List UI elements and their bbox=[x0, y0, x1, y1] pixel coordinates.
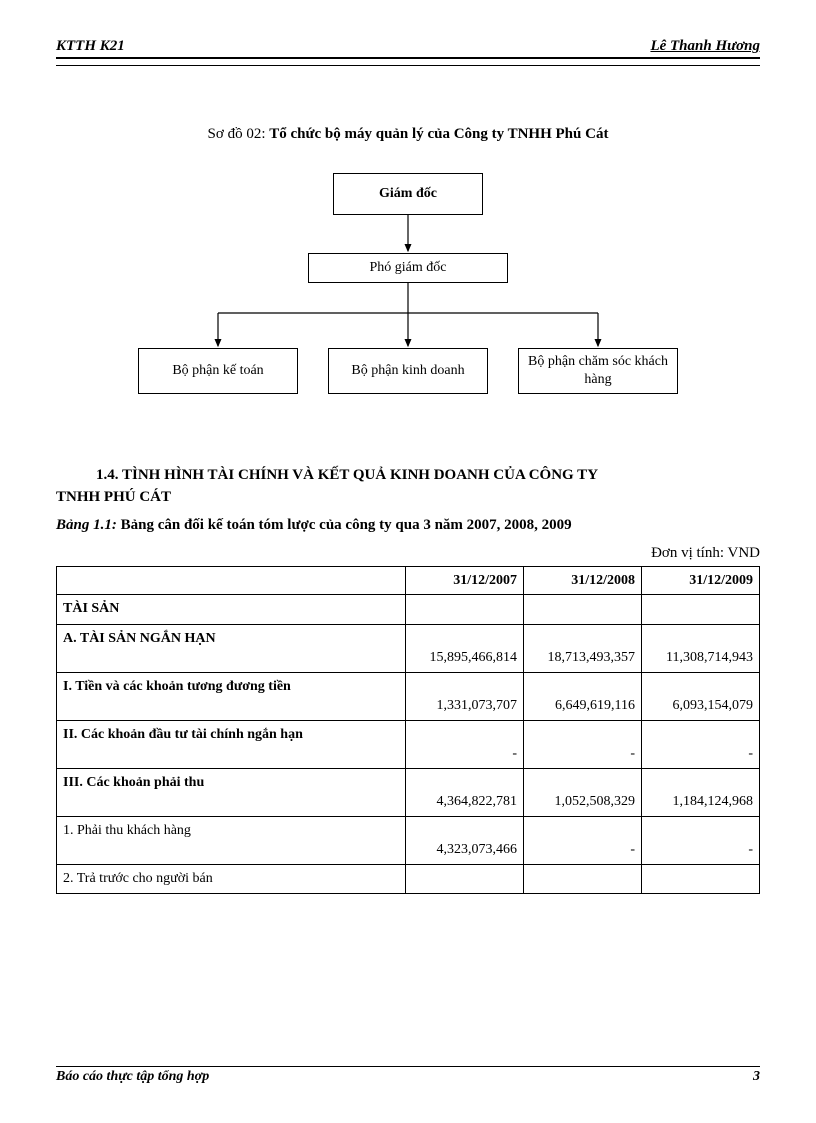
row-value: - bbox=[642, 817, 760, 865]
table-row: 1. Phải thu khách hàng4,323,073,466-- bbox=[57, 817, 760, 865]
row-value: 15,895,466,814 bbox=[406, 625, 524, 673]
section-heading-line1: 1.4. TÌNH HÌNH TÀI CHÍNH VÀ KẾT QUẢ KINH… bbox=[56, 463, 760, 487]
node-accounting-dept-label: Bộ phận kế toán bbox=[172, 362, 263, 380]
node-customer-care-dept: Bộ phận chăm sóc khách hàng bbox=[518, 348, 678, 394]
table-caption-rest: Bảng cân đối kế toán tóm lược của công t… bbox=[117, 517, 572, 533]
row-value: 6,093,154,079 bbox=[642, 673, 760, 721]
section-heading-line2: TNHH PHÚ CÁT bbox=[56, 489, 760, 506]
row-value: 4,364,822,781 bbox=[406, 769, 524, 817]
diagram-title-prefix: Sơ đồ 02: bbox=[208, 126, 270, 142]
row-label: 2. Trả trước cho người bán bbox=[57, 865, 406, 894]
row-value: - bbox=[524, 817, 642, 865]
row-label: II. Các khoản đầu tư tài chính ngắn hạn bbox=[57, 721, 406, 769]
row-value: - bbox=[406, 721, 524, 769]
table-row: A. TÀI SẢN NGẮN HẠN15,895,466,81418,713,… bbox=[57, 625, 760, 673]
row-value: - bbox=[642, 721, 760, 769]
table-row: I. Tiền và các khoản tương đương tiền1,3… bbox=[57, 673, 760, 721]
unit-label: Đơn vị tính: VND bbox=[56, 545, 760, 562]
balance-table: 31/12/2007 31/12/2008 31/12/2009 TÀI SẢN… bbox=[56, 566, 760, 894]
col-header-2009: 31/12/2009 bbox=[642, 567, 760, 595]
header-rule bbox=[56, 65, 760, 66]
col-header-2007: 31/12/2007 bbox=[406, 567, 524, 595]
footer-rule bbox=[56, 1066, 760, 1067]
row-value: 11,308,714,943 bbox=[642, 625, 760, 673]
footer-left: Báo cáo thực tập tổng hợp bbox=[56, 1069, 209, 1085]
row-label: A. TÀI SẢN NGẮN HẠN bbox=[57, 625, 406, 673]
node-business-dept-label: Bộ phận kinh doanh bbox=[351, 362, 464, 380]
row-value bbox=[524, 865, 642, 894]
table-row: III. Các khoản phải thu4,364,822,7811,05… bbox=[57, 769, 760, 817]
row-label: III. Các khoản phải thu bbox=[57, 769, 406, 817]
node-director: Giám đốc bbox=[333, 173, 483, 215]
page-footer: Báo cáo thực tập tổng hợp 3 bbox=[56, 1066, 760, 1085]
row-label: I. Tiền và các khoản tương đương tiền bbox=[57, 673, 406, 721]
header-right: Lê Thanh Hương bbox=[650, 38, 760, 55]
node-customer-care-dept-label: Bộ phận chăm sóc khách hàng bbox=[525, 353, 671, 389]
header-left: KTTH K21 bbox=[56, 38, 125, 55]
page-header: KTTH K21 Lê Thanh Hương bbox=[56, 38, 760, 59]
row-value bbox=[642, 595, 760, 625]
row-value: 4,323,073,466 bbox=[406, 817, 524, 865]
node-accounting-dept: Bộ phận kế toán bbox=[138, 348, 298, 394]
node-director-label: Giám đốc bbox=[379, 185, 437, 203]
row-value: 1,331,073,707 bbox=[406, 673, 524, 721]
row-value bbox=[406, 865, 524, 894]
row-value: 1,052,508,329 bbox=[524, 769, 642, 817]
table-caption-lead: Bảng 1.1: bbox=[56, 517, 117, 533]
row-value bbox=[642, 865, 760, 894]
row-value: 6,649,619,116 bbox=[524, 673, 642, 721]
node-business-dept: Bộ phận kinh doanh bbox=[328, 348, 488, 394]
diagram-title: Sơ đồ 02: Tổ chức bộ máy quản lý của Côn… bbox=[56, 126, 760, 143]
org-chart: Giám đốc Phó giám đốc Bộ phận kế toán Bộ… bbox=[138, 173, 678, 413]
col-header-label bbox=[57, 567, 406, 595]
node-deputy-director: Phó giám đốc bbox=[308, 253, 508, 283]
row-value: 18,713,493,357 bbox=[524, 625, 642, 673]
node-deputy-director-label: Phó giám đốc bbox=[370, 259, 447, 277]
row-value bbox=[406, 595, 524, 625]
table-row: 2. Trả trước cho người bán bbox=[57, 865, 760, 894]
diagram-title-rest: Tổ chức bộ máy quản lý của Công ty TNHH … bbox=[269, 126, 608, 142]
row-value bbox=[524, 595, 642, 625]
table-row: II. Các khoản đầu tư tài chính ngắn hạn-… bbox=[57, 721, 760, 769]
table-caption: Bảng 1.1: Bảng cân đối kế toán tóm lược … bbox=[56, 512, 760, 539]
row-value: - bbox=[524, 721, 642, 769]
row-label: TÀI SẢN bbox=[57, 595, 406, 625]
footer-right: 3 bbox=[753, 1069, 760, 1085]
col-header-2008: 31/12/2008 bbox=[524, 567, 642, 595]
table-header-row: 31/12/2007 31/12/2008 31/12/2009 bbox=[57, 567, 760, 595]
table-row: TÀI SẢN bbox=[57, 595, 760, 625]
row-label: 1. Phải thu khách hàng bbox=[57, 817, 406, 865]
row-value: 1,184,124,968 bbox=[642, 769, 760, 817]
